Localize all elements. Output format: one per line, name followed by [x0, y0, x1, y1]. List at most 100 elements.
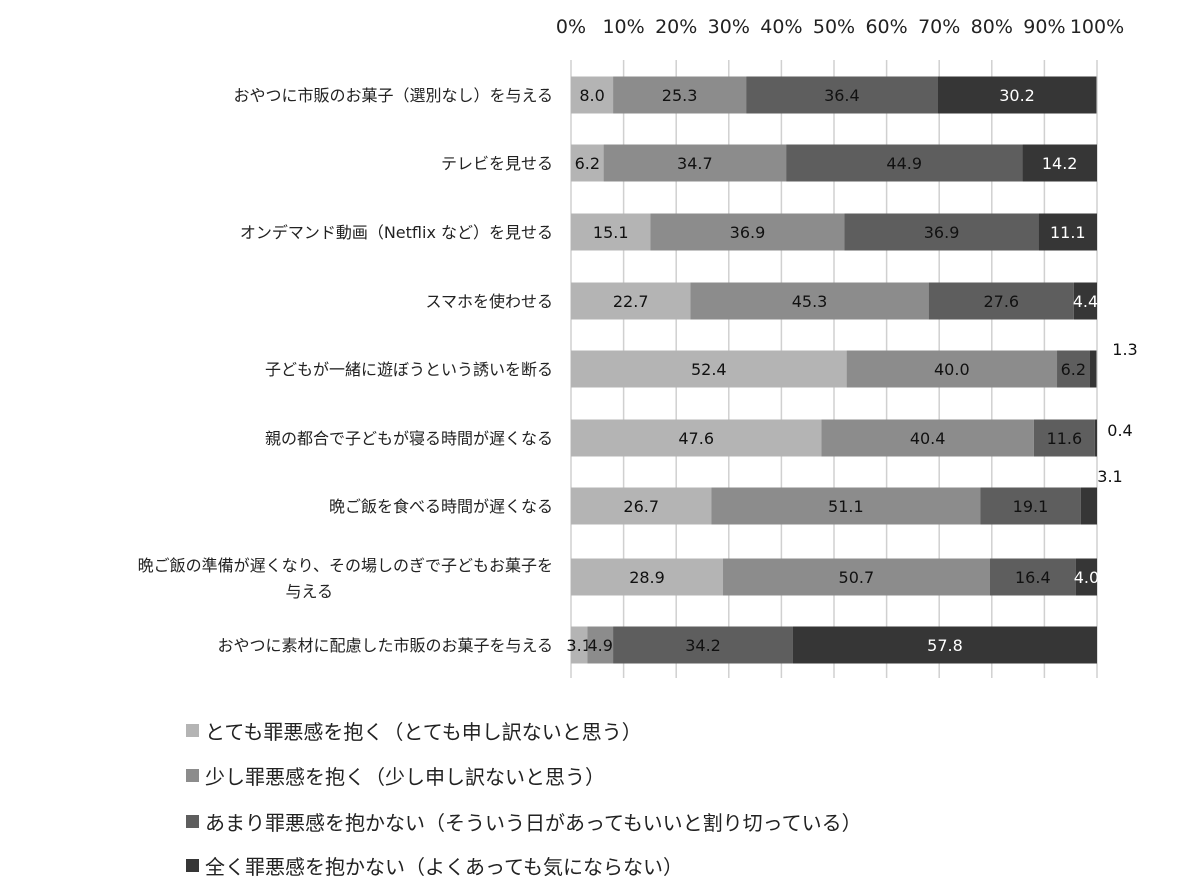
- data-label: 30.2: [999, 86, 1035, 105]
- bar-segment: [1080, 487, 1097, 525]
- data-label: 36.9: [730, 223, 766, 242]
- data-label: 34.7: [677, 154, 713, 173]
- legend-label: 全く罪悪感を抱かない（よくあっても気にならない）: [205, 855, 683, 879]
- x-tick-label: 70%: [918, 16, 960, 38]
- bar-segment: [928, 282, 1074, 320]
- category-label: テレビを見せる: [441, 154, 553, 173]
- x-tick-label: 10%: [602, 16, 644, 38]
- bar-segment: [690, 282, 929, 320]
- data-label: 26.7: [623, 497, 659, 516]
- data-label: 36.4: [824, 86, 860, 105]
- category-label: 晩ご飯を食べる時間が遅くなる: [329, 497, 553, 516]
- bar-segment: [613, 76, 747, 114]
- bar-segment: [1073, 282, 1097, 320]
- legend-swatch: [186, 724, 199, 737]
- bar-segment: [792, 626, 1097, 664]
- data-label: 45.3: [792, 292, 828, 311]
- bar-segment: [571, 350, 847, 388]
- bar-segment: [846, 350, 1058, 388]
- x-tick-label: 20%: [655, 16, 697, 38]
- bar-segment: [571, 282, 691, 320]
- bar-segment: [786, 144, 1023, 182]
- bar-segment: [571, 144, 604, 182]
- category-label: おやつに素材に配慮した市販のお菓子を与える: [217, 636, 553, 655]
- data-label: 3.1: [566, 636, 591, 655]
- bar-segment: [587, 626, 614, 664]
- bar-segment: [1075, 558, 1097, 596]
- data-label: 4.0: [1074, 568, 1099, 587]
- data-label: 50.7: [839, 568, 875, 587]
- category-label: 与える: [285, 582, 333, 601]
- data-label: 11.1: [1050, 223, 1086, 242]
- data-label: 57.8: [927, 636, 963, 655]
- bar-segment: [980, 487, 1081, 525]
- data-label: 8.0: [579, 86, 604, 105]
- bar-segment: [989, 558, 1076, 596]
- bar-segment: [844, 213, 1039, 251]
- bar-segment: [1089, 350, 1097, 388]
- x-tick-label: 80%: [971, 16, 1013, 38]
- x-tick-label: 50%: [813, 16, 855, 38]
- data-label: 52.4: [691, 360, 727, 379]
- data-label: 6.2: [575, 154, 600, 173]
- category-label: オンデマンド動画（Netflix など）を見せる: [240, 223, 553, 242]
- bar-segment: [571, 558, 724, 596]
- data-label: 4.4: [1073, 292, 1098, 311]
- x-tick-label: 60%: [865, 16, 907, 38]
- bar-segment: [723, 558, 990, 596]
- category-label: スマホを使わせる: [425, 292, 553, 311]
- data-label: 36.9: [924, 223, 960, 242]
- bar-segment: [821, 419, 1034, 457]
- data-label: 22.7: [613, 292, 649, 311]
- bar-segment: [603, 144, 787, 182]
- data-label: 6.2: [1061, 360, 1086, 379]
- data-label: 51.1: [828, 497, 864, 516]
- bar-segment: [571, 213, 651, 251]
- bar-segment: [571, 487, 712, 525]
- bar-segment: [711, 487, 981, 525]
- legend-label: あまり罪悪感を抱かない（そういう日があってもいいと割り切っている）: [205, 811, 862, 835]
- bar-segment: [571, 419, 822, 457]
- data-label: 14.2: [1042, 154, 1078, 173]
- bar-segment: [1038, 213, 1097, 251]
- x-tick-label: 0%: [556, 16, 586, 38]
- bar-segment: [613, 626, 793, 664]
- data-label: 47.6: [678, 429, 714, 448]
- bar-segment: [571, 626, 588, 664]
- bar-segment: [1057, 350, 1090, 388]
- legend-swatch: [186, 769, 199, 782]
- data-label: 16.4: [1015, 568, 1051, 587]
- data-label: 25.3: [662, 86, 698, 105]
- category-label: 親の都合で子どもが寝る時間が遅くなる: [265, 429, 553, 448]
- data-label: 40.4: [910, 429, 946, 448]
- bar-segment: [746, 76, 938, 114]
- data-label: 15.1: [593, 223, 629, 242]
- x-tick-label: 90%: [1023, 16, 1065, 38]
- data-label: 0.4: [1107, 421, 1132, 440]
- data-label: 40.0: [934, 360, 970, 379]
- x-tick-label: 100%: [1070, 16, 1124, 38]
- bar-segment: [1033, 419, 1095, 457]
- legend-label: 少し罪悪感を抱く（少し申し訳ないと思う）: [205, 765, 605, 789]
- category-label: おやつに市販のお菓子（選別なし）を与える: [233, 86, 553, 105]
- data-label: 27.6: [983, 292, 1019, 311]
- bar-segment: [1094, 419, 1097, 457]
- x-tick-label: 40%: [760, 16, 802, 38]
- x-tick-label: 30%: [708, 16, 750, 38]
- data-label: 4.9: [587, 636, 612, 655]
- data-label: 11.6: [1047, 429, 1083, 448]
- data-label: 34.2: [685, 636, 721, 655]
- category-label: 子どもが一緒に遊ぼうという誘いを断る: [265, 360, 553, 379]
- data-label: 44.9: [886, 154, 922, 173]
- category-label: 晩ご飯の準備が遅くなり、その場しのぎで子どもお菓子を: [138, 556, 553, 575]
- legend-swatch: [186, 815, 199, 828]
- bar-segment: [571, 76, 614, 114]
- bar-segment: [937, 76, 1097, 114]
- legend-swatch: [186, 859, 199, 872]
- data-label: 28.9: [629, 568, 665, 587]
- bar-segment: [650, 213, 845, 251]
- bar-segment: [1022, 144, 1097, 182]
- data-label: 1.3: [1112, 340, 1137, 359]
- data-label: 3.1: [1097, 467, 1122, 486]
